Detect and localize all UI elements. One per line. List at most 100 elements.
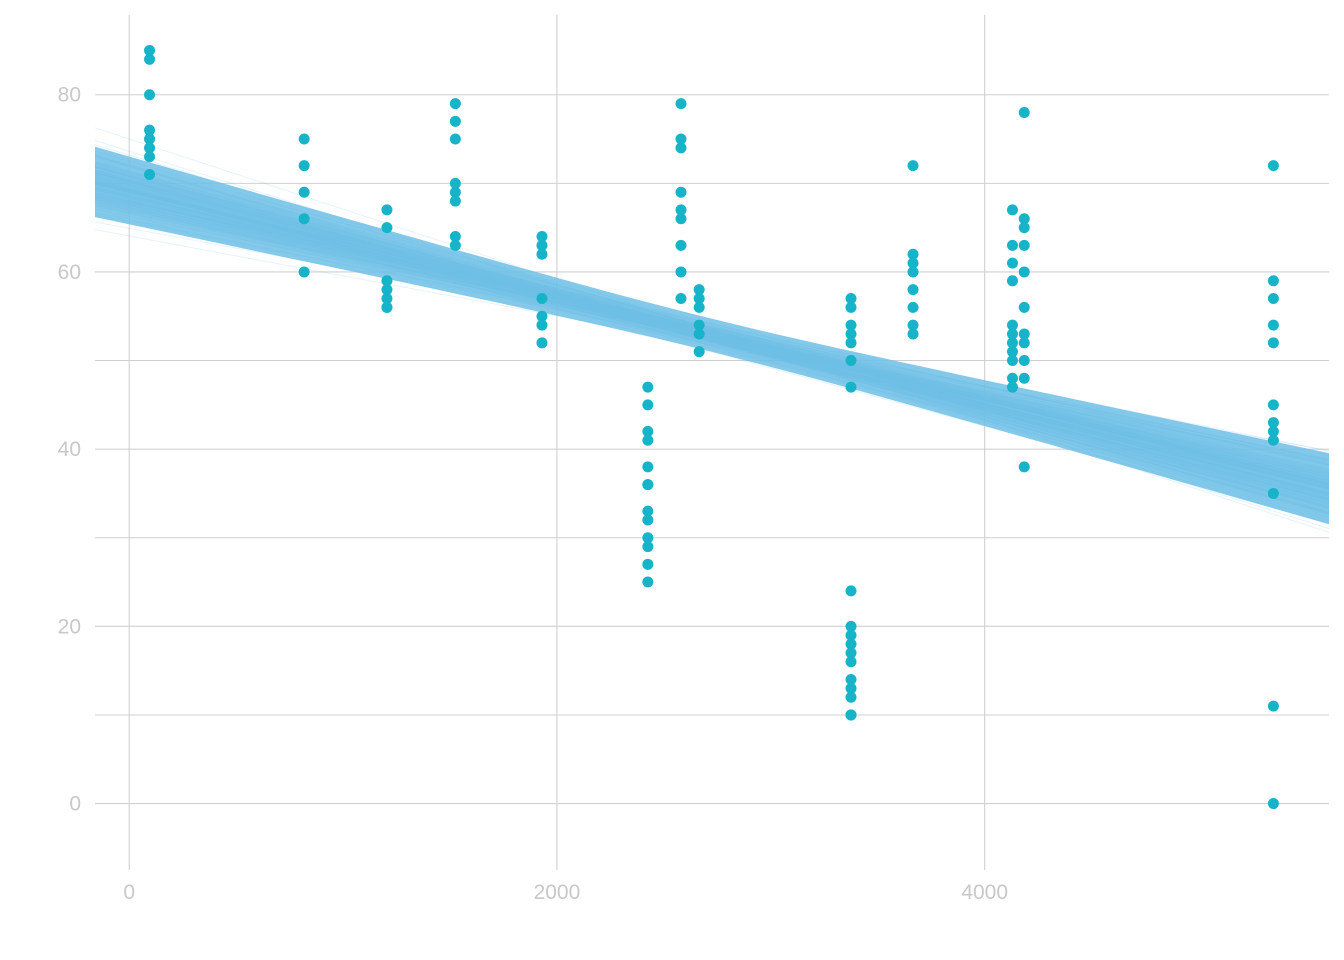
data-point [907,284,919,296]
data-point [845,319,857,331]
data-point [144,53,156,65]
data-point [642,541,654,553]
data-point [1267,160,1279,172]
data-point [381,222,393,234]
data-point [449,133,461,145]
data-point [381,284,393,296]
x-tick-label: 0 [123,881,135,904]
data-point [1267,425,1279,437]
minor-gridlines [95,182,1329,716]
data-point [845,585,857,597]
data-point [536,239,548,251]
data-point [381,275,393,287]
data-point [1267,293,1279,305]
data-point [381,301,393,313]
data-point [1006,346,1018,358]
data-point [298,133,310,145]
data-point [1006,319,1018,331]
data-point [1018,355,1030,367]
data-point [845,709,857,721]
data-point [1267,319,1279,331]
y-tick-label: 80 [58,84,81,107]
data-point [298,186,310,198]
data-point [845,638,857,650]
data-point [675,266,687,278]
data-point [1018,239,1030,251]
x-tick-label: 4000 [961,881,1008,904]
data-point [907,319,919,331]
data-point [1267,399,1279,411]
data-point [298,160,310,172]
data-point [1018,461,1030,473]
data-point [642,479,654,491]
data-point [449,231,461,243]
data-point [144,44,156,56]
data-point [536,337,548,349]
data-point [845,301,857,313]
data-point [907,257,919,269]
data-point [1018,213,1030,225]
data-point [1267,337,1279,349]
data-point [536,248,548,260]
data-point [144,142,156,154]
data-point [1006,372,1018,384]
y-tick-label: 40 [58,438,81,461]
data-point [1006,239,1018,251]
data-point [1006,275,1018,287]
x-tick-label: 2000 [534,881,581,904]
data-point [845,691,857,703]
data-point [1006,355,1018,367]
data-point [381,293,393,305]
data-point [1018,337,1030,349]
y-tick-label: 20 [58,615,81,638]
data-point [144,124,156,136]
data-point [1018,328,1030,340]
data-point [675,142,687,154]
data-point [845,682,857,694]
data-point [642,461,654,473]
data-point [1018,106,1030,118]
data-point [144,168,156,180]
data-point [642,425,654,437]
data-points [144,44,1279,810]
data-point [536,293,548,305]
data-point [1267,700,1279,712]
regression-core-band [95,146,1329,525]
data-point [845,328,857,340]
data-point [1006,204,1018,216]
data-point [1018,372,1030,384]
data-point [536,319,548,331]
data-point [144,133,156,145]
data-point [845,647,857,659]
data-point [381,204,393,216]
data-point [144,151,156,163]
data-point [642,532,654,544]
data-point [536,231,548,243]
data-point [1006,381,1018,393]
data-point [675,98,687,110]
data-point [675,204,687,216]
y-tick-label: 0 [69,793,81,816]
major-gridlines [95,15,1329,870]
data-point [1267,275,1279,287]
data-point [845,381,857,393]
data-point [642,381,654,393]
data-point [449,195,461,207]
data-point [536,310,548,322]
data-point [642,576,654,588]
data-point [675,239,687,251]
data-point [675,133,687,145]
data-point [642,514,654,526]
data-point [449,98,461,110]
data-point [1006,328,1018,340]
data-point [1267,417,1279,429]
y-axis-tick-labels: 0 20 40 60 80 [58,84,81,816]
data-point [693,293,705,305]
data-point [907,301,919,313]
data-point [675,186,687,198]
data-point [1006,257,1018,269]
data-point [1018,301,1030,313]
x-axis-tick-labels: 0 2000 4000 [123,881,1008,904]
